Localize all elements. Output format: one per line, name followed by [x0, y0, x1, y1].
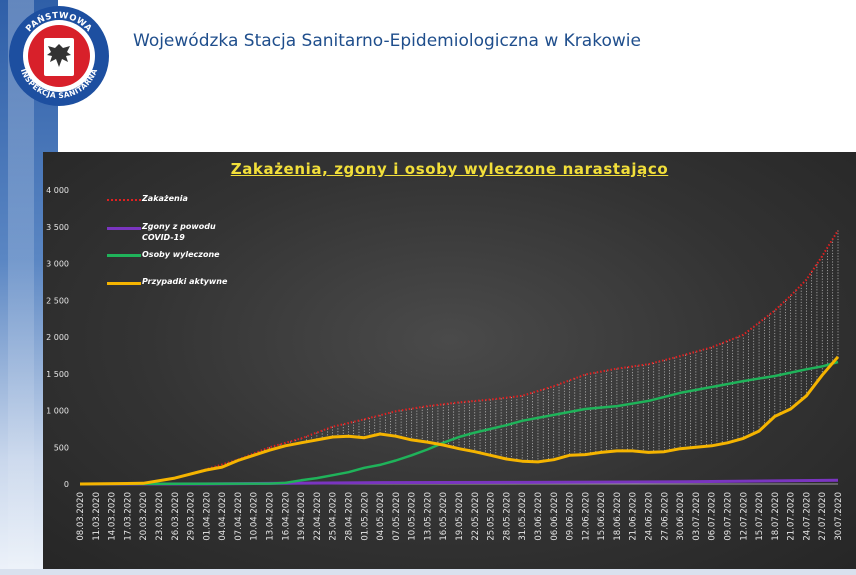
x-tick-label: 25.05.2020: [487, 492, 497, 541]
x-tick-label: 19.05.2020: [455, 492, 465, 541]
y-tick-label: 1 000: [46, 407, 69, 416]
x-tick-label: 15.06.2020: [597, 492, 607, 541]
legend-swatch-zakazenia: [107, 199, 141, 201]
y-tick-label: 3 500: [46, 223, 69, 232]
x-tick-label: 09.06.2020: [566, 492, 576, 541]
y-tick-label: 4 000: [46, 186, 69, 195]
x-tick-label: 01.04.2020: [202, 492, 212, 541]
x-tick-label: 01.05.2020: [360, 492, 370, 541]
x-tick-label: 23.03.2020: [155, 492, 165, 541]
page-title: Wojewódzka Stacja Sanitarno-Epidemiologi…: [133, 31, 641, 51]
legend-swatch-aktywne: [107, 282, 141, 285]
x-tick-label: 07.04.2020: [234, 492, 244, 541]
legend-label-aktywne: Przypadki aktywne: [142, 277, 228, 286]
legend-label-wyleczone: Osoby wyleczone: [142, 250, 220, 259]
x-tick-label: 10.05.2020: [408, 492, 418, 541]
x-tick-label: 18.06.2020: [613, 492, 623, 541]
legend-label-zakazenia: Zakażenia: [142, 194, 188, 203]
y-tick-label: 2 500: [46, 296, 69, 305]
x-tick-label: 15.07.2020: [755, 492, 765, 541]
x-tick-label: 18.07.2020: [771, 492, 781, 541]
x-tick-label: 16.05.2020: [439, 492, 449, 541]
x-tick-label: 12.07.2020: [739, 492, 749, 541]
series-line-aktywne: [79, 355, 840, 486]
chart-panel: [43, 152, 856, 569]
x-tick-label: 04.04.2020: [218, 492, 228, 541]
x-tick-label: 13.05.2020: [423, 492, 433, 541]
x-tick-label: 03.06.2020: [534, 492, 544, 541]
x-tick-label: 24.06.2020: [645, 492, 655, 541]
x-tick-label: 22.05.2020: [471, 492, 481, 541]
x-tick-label: 12.06.2020: [581, 492, 591, 541]
y-tick-label: 2 000: [46, 333, 69, 342]
x-tick-label: 08.03.2020: [76, 492, 86, 541]
x-tick-label: 26.03.2020: [171, 492, 181, 541]
x-tick-label: 29.03.2020: [187, 492, 197, 541]
series-line-wyleczone: [79, 360, 839, 486]
x-tick-label: 21.06.2020: [629, 492, 639, 541]
y-tick-label: 1 500: [46, 370, 69, 379]
y-tick-label: 0: [64, 480, 69, 489]
x-tick-label: 09.07.2020: [723, 492, 733, 541]
x-tick-label: 28.05.2020: [502, 492, 512, 541]
x-tick-label: 27.06.2020: [660, 492, 670, 541]
x-tick-label: 27.07.2020: [818, 492, 828, 541]
x-tick-label: 19.04.2020: [297, 492, 307, 541]
x-tick-label: 13.04.2020: [266, 492, 276, 541]
legend-swatch-wyleczone: [107, 254, 141, 257]
y-tick-label: 500: [54, 443, 69, 452]
x-tick-label: 10.04.2020: [250, 492, 260, 541]
x-tick-label: 20.03.2020: [139, 492, 149, 541]
series-line-zakazenia: [79, 229, 839, 485]
x-tick-label: 14.03.2020: [108, 492, 118, 541]
x-tick-label: 06.06.2020: [550, 492, 560, 541]
y-tick-label: 3 000: [46, 260, 69, 269]
x-tick-label: 04.05.2020: [376, 492, 386, 541]
x-tick-label: 31.05.2020: [518, 492, 528, 541]
x-tick-label: 25.04.2020: [329, 492, 339, 541]
x-tick-label: 16.04.2020: [281, 492, 291, 541]
legend-swatch-zgony: [107, 227, 141, 230]
x-tick-label: 22.04.2020: [313, 492, 323, 541]
x-tick-label: 21.07.2020: [787, 492, 797, 541]
bottom-strip: [0, 569, 856, 575]
x-tick-label: 30.07.2020: [834, 492, 844, 541]
x-tick-label: 06.07.2020: [708, 492, 718, 541]
x-tick-label: 24.07.2020: [802, 492, 812, 541]
x-tick-label: 11.03.2020: [92, 492, 102, 541]
x-tick-label: 30.06.2020: [676, 492, 686, 541]
x-tick-label: 17.03.2020: [123, 492, 133, 541]
chart-title: Zakażenia, zgony i osoby wyleczone naras…: [230, 160, 669, 178]
x-tick-label: 03.07.2020: [692, 492, 702, 541]
x-tick-label: 28.04.2020: [344, 492, 354, 541]
legend-label-zgony: Zgony z powodu COVID-19: [142, 222, 216, 242]
x-tick-label: 07.05.2020: [392, 492, 402, 541]
inspekcja-sanitarna-logo: PAŃSTWOWA INSPEKCJA SANITARNA: [9, 6, 109, 106]
